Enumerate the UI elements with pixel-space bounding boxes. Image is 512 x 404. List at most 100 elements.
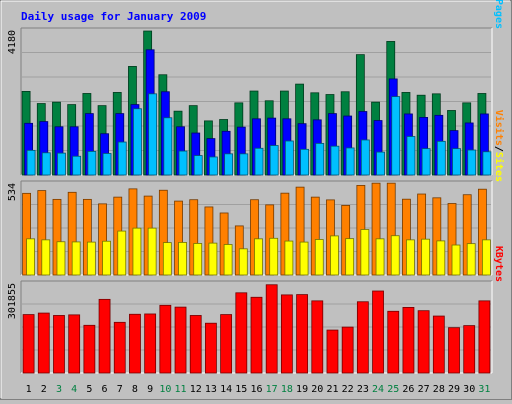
y-max-label: 4180	[7, 30, 18, 54]
bar-kbytes-day-14	[220, 314, 233, 374]
x-tick-label: 9	[147, 384, 153, 395]
bar-pages-day-24	[376, 151, 385, 176]
bar-pages-day-11	[178, 150, 188, 176]
bar-sites-day-6	[102, 240, 111, 276]
bar-sites-day-21	[330, 235, 339, 276]
bar-pages-day-4	[72, 155, 82, 176]
bar-pages-day-6	[102, 153, 112, 176]
bar-kbytes-day-8	[129, 313, 141, 374]
x-tick-label: 26	[402, 384, 414, 395]
bar-sites-day-15	[238, 248, 248, 276]
bar-sites-day-2	[41, 239, 51, 276]
bar-kbytes-day-31	[478, 300, 491, 374]
bar-pages-day-3	[57, 152, 66, 176]
y-max-label: 301855	[7, 283, 18, 319]
x-tick-label: 15	[235, 384, 247, 395]
bar-pages-day-18	[284, 140, 294, 176]
x-tick-label: 12	[190, 384, 202, 395]
bar-kbytes-day-23	[356, 301, 369, 374]
x-tick-label: 7	[117, 384, 123, 395]
bar-sites-day-19	[299, 241, 309, 276]
bar-pages-day-23	[360, 139, 370, 176]
bar-pages-day-7	[117, 141, 127, 176]
bar-sites-day-14	[223, 244, 233, 276]
bar-sites-day-27	[421, 238, 431, 276]
bar-kbytes-day-21	[326, 329, 339, 374]
bar-pages-day-29	[452, 148, 461, 176]
x-tick-label: 13	[205, 384, 217, 395]
legend-entry: Sites	[493, 152, 505, 182]
bar-kbytes-day-17	[265, 284, 278, 374]
x-tick-label: 19	[296, 384, 308, 395]
bar-kbytes-day-16	[250, 296, 263, 374]
bar-kbytes-day-25	[387, 310, 400, 374]
legend-entry: Pages	[493, 0, 504, 29]
bar-kbytes-day-6	[98, 298, 111, 374]
panel-legend: Hits/Files/Pages	[493, 0, 505, 29]
bar-sites-day-12	[193, 243, 203, 276]
bar-sites-day-31	[482, 239, 491, 276]
bar-pages-day-27	[421, 148, 431, 176]
panel-hits_files_pages: 4180 Hits/Files/Pages	[7, 0, 505, 176]
bar-sites-day-18	[284, 240, 294, 276]
panel-legend: KBytes	[493, 246, 504, 282]
bar-sites-day-20	[314, 239, 324, 276]
x-tick-label: 6	[102, 384, 108, 395]
bar-sites-day-17	[269, 237, 279, 276]
panel-visits_sites: 534 Visits/Sites	[7, 110, 505, 276]
bar-kbytes-day-30	[463, 325, 476, 374]
bar-pages-day-17	[269, 145, 279, 176]
bar-sites-day-26	[406, 239, 415, 276]
bar-sites-day-3	[56, 241, 66, 276]
bar-pages-day-8	[133, 108, 142, 176]
bar-sites-day-22	[345, 238, 355, 276]
bar-kbytes-day-1	[22, 314, 35, 374]
x-tick-label: 11	[175, 384, 187, 395]
bar-sites-day-5	[86, 241, 96, 276]
bar-pages-day-22	[345, 147, 355, 176]
x-tick-label: 3	[56, 384, 62, 395]
bar-pages-day-19	[300, 148, 309, 176]
bar-kbytes-day-12	[189, 315, 202, 374]
bar-sites-day-13	[208, 242, 218, 276]
x-tick-label: 21	[326, 384, 338, 395]
x-tick-label: 29	[448, 384, 460, 395]
bar-sites-day-30	[466, 243, 476, 276]
bar-pages-day-30	[467, 149, 477, 176]
bar-kbytes-day-9	[144, 313, 157, 374]
x-tick-label: 4	[71, 384, 77, 395]
bar-kbytes-day-29	[448, 327, 460, 374]
x-tick-label: 14	[220, 384, 232, 395]
bar-kbytes-day-19	[296, 294, 308, 374]
bar-pages-day-10	[163, 117, 173, 176]
x-tick-label: 10	[159, 384, 171, 395]
bar-kbytes-day-4	[68, 314, 81, 374]
bar-sites-day-1	[26, 238, 35, 276]
bar-kbytes-day-13	[205, 322, 217, 374]
bar-pages-day-15	[239, 153, 249, 176]
bar-kbytes-day-26	[402, 307, 415, 374]
panel-legend: Visits/Sites	[493, 110, 505, 182]
bar-sites-day-25	[390, 235, 400, 276]
bar-kbytes-day-27	[417, 310, 430, 374]
bar-pages-day-21	[330, 145, 340, 176]
bar-sites-day-9	[147, 227, 157, 276]
bar-kbytes-day-7	[113, 321, 126, 374]
bar-sites-day-28	[436, 240, 446, 276]
bar-sites-day-4	[71, 241, 81, 276]
x-tick-label: 17	[266, 384, 278, 395]
x-tick-label: 16	[250, 384, 262, 395]
legend-entry: Visits	[493, 110, 505, 146]
bar-sites-day-11	[178, 242, 187, 276]
bar-pages-day-9	[148, 93, 158, 176]
x-tick-label: 1	[26, 384, 32, 395]
bar-pages-day-28	[436, 140, 446, 176]
bar-kbytes-day-2	[37, 312, 50, 374]
bar-sites-day-23	[360, 229, 370, 276]
bar-sites-day-24	[375, 238, 385, 276]
x-tick-label: 2	[41, 384, 47, 395]
bar-kbytes-day-3	[53, 315, 65, 374]
x-tick-label: 20	[311, 384, 323, 395]
x-tick-label: 8	[132, 384, 138, 395]
